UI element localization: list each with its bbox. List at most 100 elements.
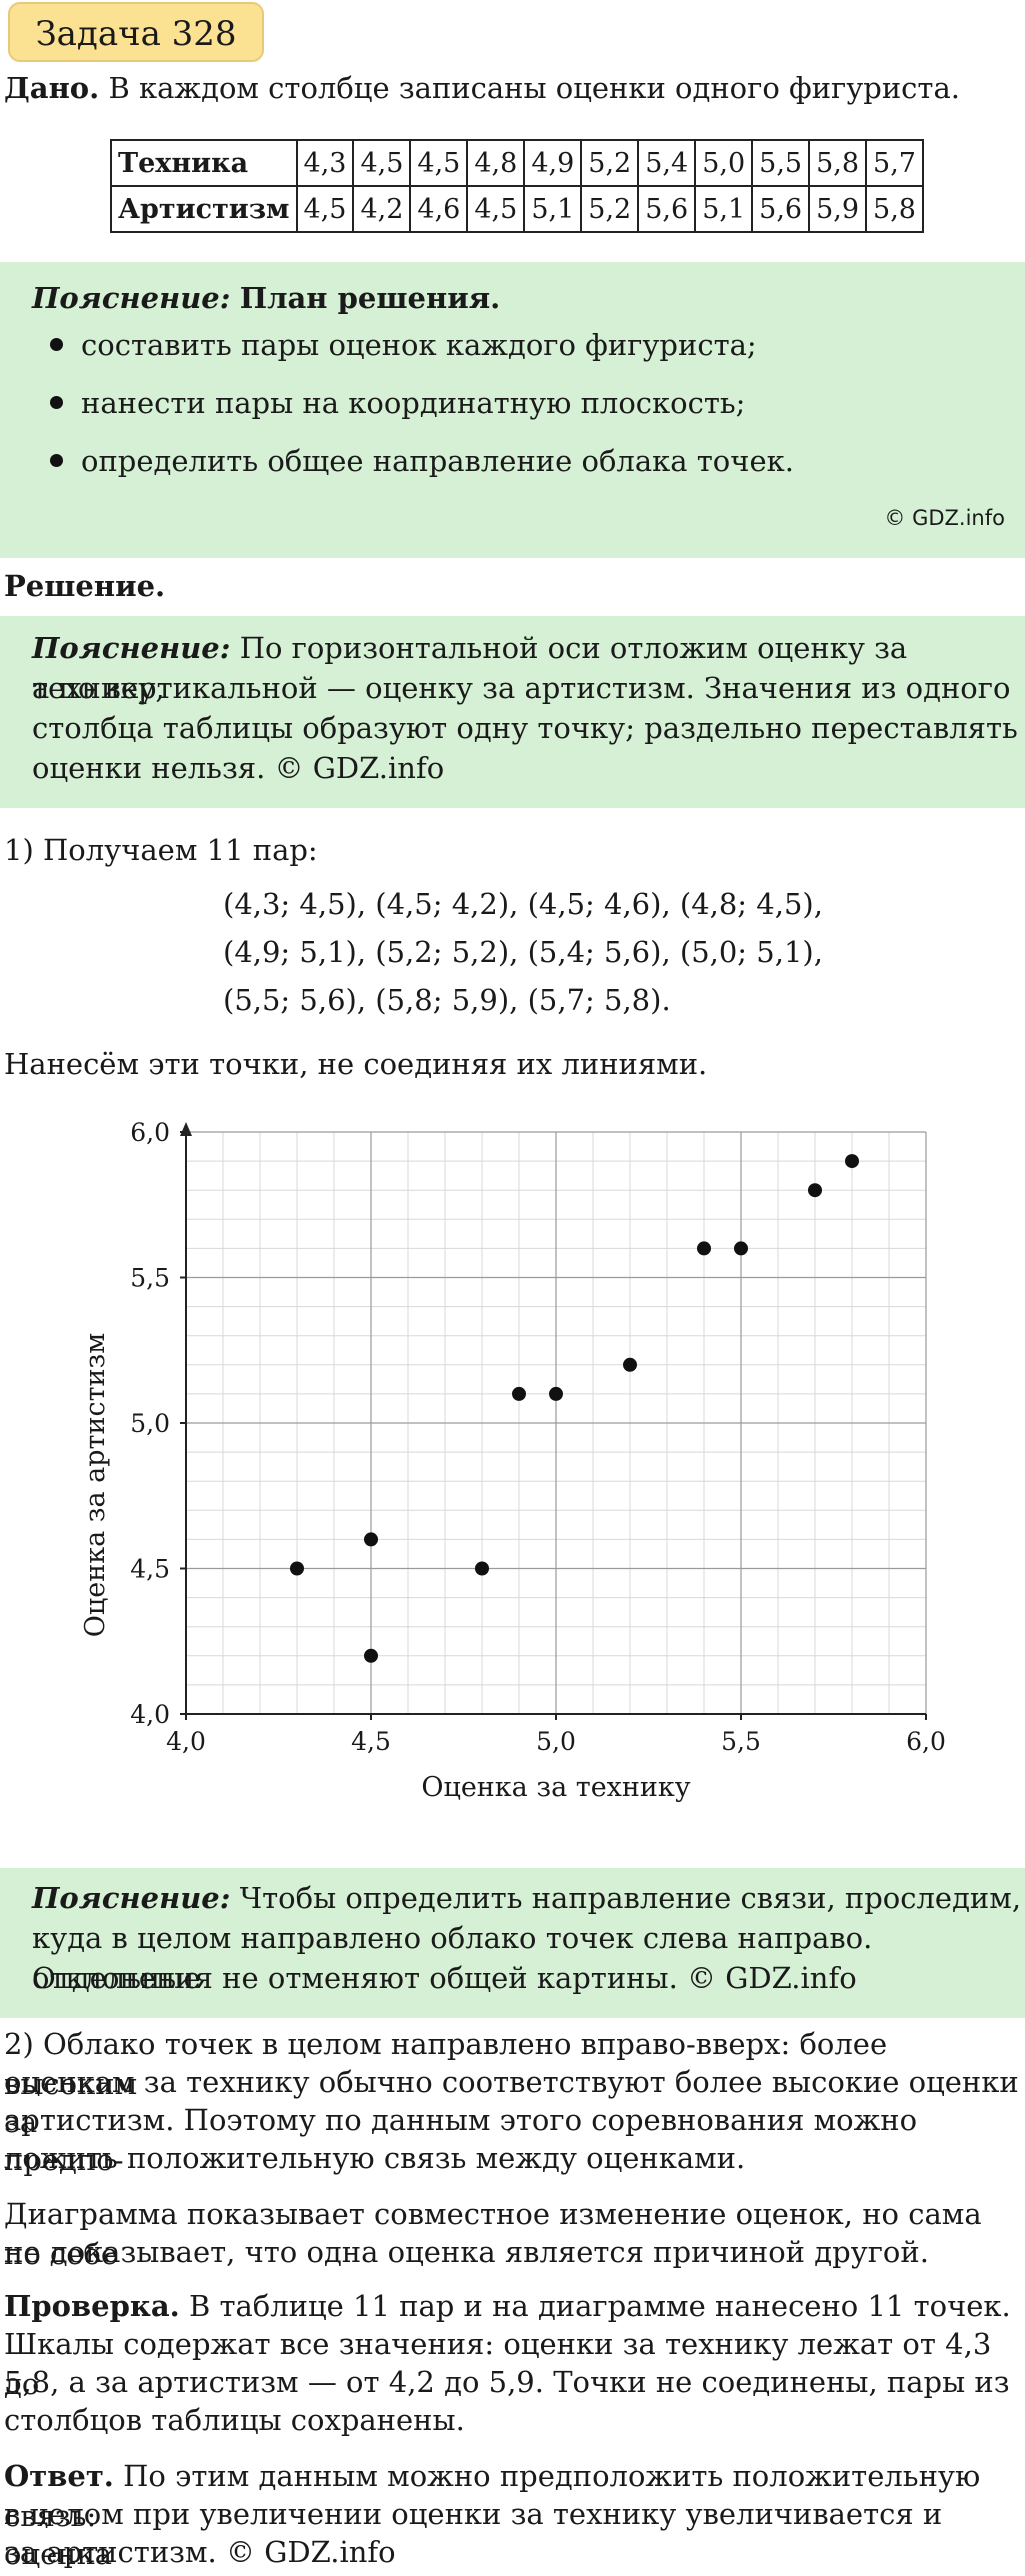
copyright: © GDZ.info [884,506,1005,530]
table-cell: 5,2 [580,139,640,187]
x-tick-label: 5,0 [536,1727,576,1756]
data-point [475,1561,489,1576]
check-line: столбцов таблицы сохранены. [4,2403,465,2437]
check-label: Проверка. [4,2289,180,2323]
plan-item-text: нанести пары на координатную плоскость; [81,386,746,420]
causation-line: Диаграмма показывает совместное изменени… [4,2197,982,2271]
plan-heading-line: Пояснение: План решения. [32,278,500,318]
x-tick-label: 6,0 [906,1727,946,1756]
data-point [623,1357,637,1372]
data-point [364,1648,378,1663]
table-cell: 5,1 [694,185,754,233]
given-label: Дано. [4,71,100,105]
note-line: оценки нельзя. © GDZ.info [32,751,445,785]
plan-item-text: составить пары оценок каждого фигуриста; [81,328,757,362]
given-text: В каждом столбце записаны оценки одного … [108,71,960,105]
pairs-line: (4,3; 4,5), (4,5; 4,2), (4,5; 4,6), (4,8… [223,887,823,921]
bullet-icon [50,453,63,467]
table-cell: 5,9 [808,185,868,233]
scatter-chart: 4,0 4,5 5,0 5,5 6,0 4,0 4,5 5,0 5,5 6,0 Оценка за… [80,1118,946,1803]
answer-text: По этим данным можно предположить положи… [4,2459,981,2533]
note-text: По горизонтальной оси отложим оценку за … [32,631,908,705]
data-points [290,1154,859,1663]
x-tick-label: 4,0 [166,1727,206,1756]
data-point [845,1154,859,1169]
table-cell: 4,5 [409,139,469,187]
explanation-label: Пояснение: [32,281,231,315]
plan-item: определить общее направление облака точе… [50,444,794,478]
y-tick-label: 4,5 [130,1555,170,1584]
x-tick-label: 4,5 [351,1727,391,1756]
table-cell: 4,5 [295,185,355,233]
row-header-technique: Техника [110,139,298,187]
data-point [290,1561,304,1576]
task-title: Задача 328 [8,2,264,62]
table-row: Техника 4,3 4,5 4,5 4,8 4,9 5,2 5,4 5,0 … [110,139,924,187]
data-point [734,1241,748,1256]
note-line: столбца таблицы образуют одну точку; раз… [32,711,1018,745]
table-cell: 5,6 [751,185,811,233]
check-line: Проверка. В таблице 11 пар и на диаграмм… [4,2286,1011,2326]
table-cell: 5,1 [523,185,583,233]
answer-label: Ответ. [4,2459,114,2493]
note-box-direction: Пояснение: Чтобы определить направление … [0,1868,1025,2018]
table-cell: 4,8 [466,139,526,187]
y-axis-arrow-icon [180,1122,192,1136]
data-point [549,1386,563,1401]
note-line: Пояснение: По горизонтальной оси отложим… [32,628,1025,708]
note-line: а по вертикальной — оценку за артистизм.… [32,671,1011,705]
x-tick-label: 5,5 [721,1727,761,1756]
marks-table: Техника 4,3 4,5 4,5 4,8 4,9 5,2 5,4 5,0 … [110,139,924,233]
table-cell: 4,3 [295,139,355,187]
note-line: отклонения не отменяют общей картины. © … [32,1961,857,1995]
answer-line: за артистизм. © GDZ.info [4,2535,396,2569]
note-text: Чтобы определить направление связи, прос… [239,1881,1022,1915]
axes [180,1122,926,1715]
plan-box: Пояснение: План решения. составить пары … [0,262,1025,558]
y-tick-label: 4,0 [130,1700,170,1729]
table-cell: 5,7 [865,139,924,187]
step2-line: оценкам за технику обычно соответствуют … [4,2065,1019,2139]
plan-item: нанести пары на координатную плоскость; [50,386,745,420]
plot-intro: Нанесём эти точки, не соединяя их линиям… [4,1047,708,1081]
step2-line: 2) Облако точек в целом направлено вправ… [4,2027,888,2101]
bullet-icon [50,395,63,409]
data-point [364,1532,378,1547]
step1: 1) Получаем 11 пар: [4,833,318,867]
data-point [512,1386,526,1401]
table-cell: 5,4 [637,139,697,187]
table-cell: 4,2 [352,185,412,233]
pairs-line: (4,9; 5,1), (5,2; 5,2), (5,4; 5,6), (5,0… [223,935,823,969]
check-text: В таблице 11 пар и на диаграмме нанесено… [188,2289,1011,2323]
explanation-label: Пояснение: [32,631,231,665]
y-tick-label: 6,0 [130,1118,170,1147]
data-point [697,1241,711,1256]
table-cell: 4,5 [466,185,526,233]
x-axis-label: Оценка за технику [421,1772,690,1803]
causation-line: не доказывает, что одна оценка является … [4,2235,929,2269]
table-cell: 5,8 [808,139,868,187]
answer-line: Ответ. По этим данным можно предположить… [4,2456,1025,2536]
note-line: куда в целом направлено облако точек сле… [32,1921,873,1995]
solution-heading: Решение. [4,566,165,606]
solution-heading-text: Решение. [4,569,166,603]
y-tick-label: 5,0 [130,1409,170,1438]
given-paragraph: Дано. В каждом столбце записаны оценки о… [4,68,960,108]
y-tick-label: 5,5 [130,1264,170,1293]
answer-line: в целом при увеличении оценки за технику… [4,2497,943,2571]
plan-item: составить пары оценок каждого фигуриста; [50,328,757,362]
table-cell: 4,9 [523,139,583,187]
tick-labels: 4,0 4,5 5,0 5,5 6,0 4,0 4,5 5,0 5,5 6,0 [130,1118,946,1756]
table-cell: 5,8 [865,185,924,233]
note-line: Пояснение: Чтобы определить направление … [32,1878,1021,1918]
table-row: Артистизм 4,5 4,2 4,6 4,5 5,1 5,2 5,6 5,… [110,185,924,233]
table-cell: 5,0 [694,139,754,187]
check-line: 5,8, а за артистизм — от 4,2 до 5,9. Точ… [4,2365,1010,2399]
table-cell: 4,6 [409,185,469,233]
table-cell: 5,2 [580,185,640,233]
row-header-artistry: Артистизм [110,185,298,233]
step2-line: ложить положительную связь между оценкам… [4,2141,746,2175]
data-point [808,1183,822,1198]
table-cell: 5,6 [637,185,697,233]
pairs-line: (5,5; 5,6), (5,8; 5,9), (5,7; 5,8). [223,983,671,1017]
